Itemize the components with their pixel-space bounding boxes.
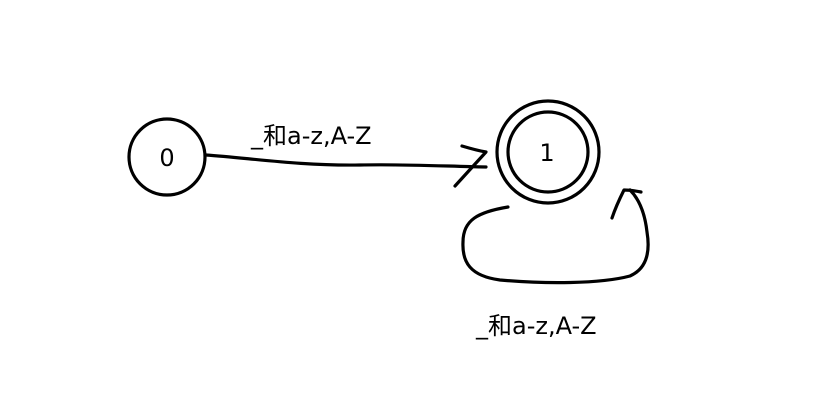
state-0-circle bbox=[127, 117, 207, 197]
transition-1-self-loop-line bbox=[461, 188, 650, 285]
transition-1-self-loop bbox=[461, 188, 650, 285]
transition-1-self-loop-label: _和a-z,A-Z bbox=[476, 312, 597, 340]
state-1-inner-circle bbox=[506, 110, 590, 194]
transition-0-to-1 bbox=[204, 144, 488, 188]
transition-0-to-1-label: _和a-z,A-Z bbox=[251, 122, 372, 150]
state-0-label: 0 bbox=[159, 144, 174, 172]
transition-1-self-loop-arrowhead bbox=[610, 188, 643, 220]
transition-0-to-1-line bbox=[204, 153, 488, 169]
transition-0-to-1-arrowhead bbox=[453, 144, 488, 188]
state-0: 0 bbox=[127, 117, 207, 197]
state-1-label: 1 bbox=[539, 139, 554, 167]
state-1: 1 bbox=[495, 99, 601, 205]
state-1-outer-circle bbox=[495, 99, 601, 205]
